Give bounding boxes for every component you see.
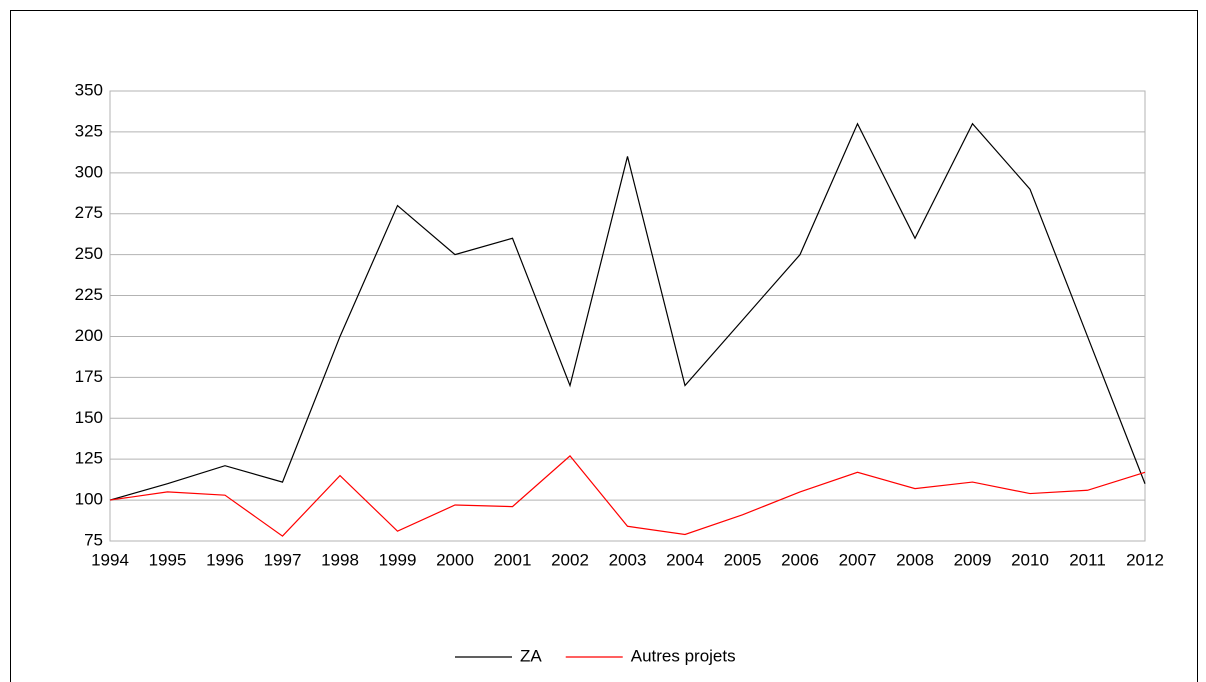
x-tick-label: 1998: [321, 550, 359, 569]
x-tick-label: 2001: [494, 550, 532, 569]
y-tick-label: 275: [75, 203, 103, 222]
data-line: [109, 455, 1146, 537]
x-tick-label: 1997: [264, 550, 302, 569]
y-tick-label: 325: [75, 121, 103, 140]
legend-label: ZA: [520, 646, 542, 665]
x-tick-label: 1994: [91, 550, 129, 569]
x-tick-label: 1999: [379, 550, 417, 569]
y-tick-label: 350: [75, 80, 103, 99]
plot-border: [109, 90, 1146, 542]
y-tick-label: 200: [75, 326, 103, 345]
y-tick-label: 175: [75, 367, 103, 386]
y-tick-label: 225: [75, 285, 103, 304]
y-tick-label: 300: [75, 162, 103, 181]
x-tick-label: 2010: [1011, 550, 1049, 569]
x-tick-label: 2011: [1069, 550, 1106, 569]
data-line: [109, 122, 1146, 501]
x-tick-label: 2007: [839, 550, 877, 569]
x-tick-label: 1995: [149, 550, 187, 569]
y-tick-label: 125: [75, 449, 103, 468]
x-tick-label: 2000: [436, 550, 474, 569]
x-tick-label: 2012: [1126, 550, 1164, 569]
x-tick-label: 2002: [551, 550, 589, 569]
x-tick-label: 2009: [954, 550, 992, 569]
x-tick-label: 2005: [724, 550, 762, 569]
x-tick-label: 2006: [781, 550, 819, 569]
x-tick-label: 2003: [609, 550, 647, 569]
y-tick-label: 150: [75, 408, 103, 427]
legend-label: Autres projets: [631, 646, 736, 665]
y-tick-label: 75: [84, 530, 103, 549]
chart-frame: [10, 10, 1198, 682]
x-tick-label: 2008: [896, 550, 934, 569]
x-tick-label: 1996: [206, 550, 244, 569]
x-tick-label: 2004: [666, 550, 704, 569]
y-tick-label: 250: [75, 244, 103, 263]
y-tick-label: 100: [75, 490, 103, 509]
